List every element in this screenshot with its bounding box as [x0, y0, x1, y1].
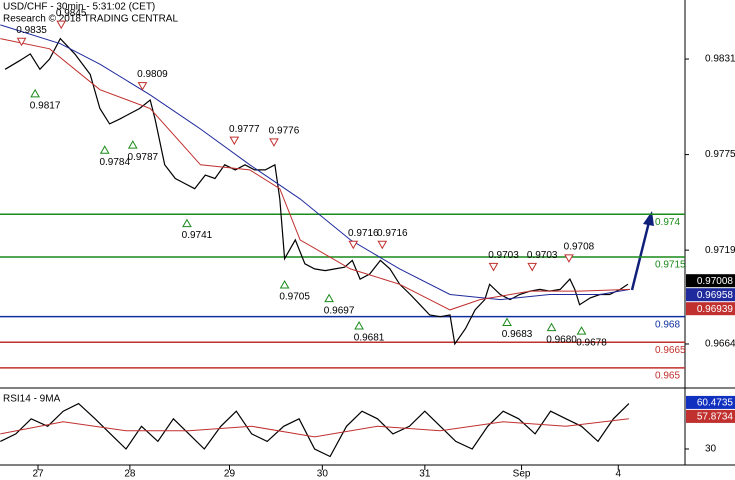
level-label: 0.9715	[655, 260, 686, 271]
value-tag	[686, 409, 735, 423]
pivot-marker	[576, 326, 587, 335]
level-label: 0.965	[655, 371, 680, 382]
value-tag-label: 60.4735	[697, 398, 734, 409]
pivot-label: 0.9784	[99, 157, 130, 168]
pivot-marker	[182, 218, 192, 228]
x-tick-label: 31	[419, 469, 431, 480]
x-tick-label: 30	[317, 469, 329, 480]
pivot-label: 0.9845	[56, 8, 87, 19]
pivot-marker	[488, 262, 499, 272]
value-tag	[686, 274, 735, 288]
pivot-label: 0.9703	[488, 250, 519, 261]
pivot-label: 0.9776	[269, 126, 300, 137]
y-tick-label: 0.9719	[705, 245, 735, 256]
value-tag-label: 0.96958	[697, 290, 734, 301]
pivot-label: 0.9716	[377, 228, 408, 239]
x-tick-label: Sep	[513, 469, 531, 480]
level-label: 0.9665	[655, 345, 686, 356]
series-line	[0, 402, 630, 458]
y-tick-label: 0.9775	[705, 149, 735, 160]
chart-subtitle: Research © 2018 TRADING CENTRAL	[3, 14, 178, 25]
chart-title: USD/CHF - 30min - 5:31:02 (CET)	[3, 2, 155, 13]
series-line	[0, 38, 630, 311]
pivot-label: 0.9703	[527, 250, 558, 261]
x-tick-label: 27	[32, 469, 44, 480]
level-label: 0.974	[655, 217, 680, 228]
level-label: 0.968	[655, 319, 680, 330]
x-tick-label: 28	[124, 469, 136, 480]
pivot-marker	[527, 262, 538, 272]
pivot-marker	[348, 240, 359, 250]
series-line	[0, 24, 630, 301]
forecast-arrow	[630, 221, 651, 291]
pivot-marker	[354, 320, 364, 330]
series-line	[0, 418, 629, 438]
value-tag	[686, 288, 735, 302]
pivot-label: 0.9678	[576, 338, 607, 349]
value-tag	[686, 395, 735, 409]
y-tick-label: 30	[705, 444, 717, 455]
y-tick-label: 0.9831	[705, 54, 735, 65]
pivot-marker	[502, 317, 512, 327]
pivot-marker	[377, 240, 388, 250]
pivot-marker	[324, 293, 334, 303]
x-tick-label: 4	[615, 469, 621, 480]
pivot-marker	[16, 37, 27, 47]
pivot-marker	[229, 136, 240, 146]
value-tag-label: 0.96939	[697, 304, 734, 315]
pivot-label: 0.9708	[564, 242, 595, 253]
pivot-label: 0.9681	[354, 333, 385, 344]
pivot-label: 0.9683	[502, 329, 533, 340]
pivot-marker	[137, 82, 148, 91]
pivot-label: 0.9787	[127, 152, 158, 163]
pivot-marker	[56, 20, 67, 30]
pivot-marker	[546, 322, 557, 332]
pivot-label: 0.9835	[16, 25, 47, 36]
pivot-label: 0.9809	[137, 69, 168, 80]
pivot-marker	[564, 254, 574, 263]
pivot-label: 0.9716	[348, 228, 379, 239]
pivot-label: 0.9697	[324, 305, 355, 316]
pivot-marker	[30, 88, 40, 98]
pivot-label: 0.9777	[229, 124, 260, 135]
value-tag-label: 57.8734	[697, 412, 734, 423]
pivot-marker	[269, 138, 279, 147]
pivot-marker	[127, 140, 138, 149]
pivot-marker	[99, 145, 110, 154]
y-tick-label: 0.9664	[705, 339, 735, 350]
pivot-label: 0.9705	[279, 292, 310, 303]
value-tag-label: 0.97008	[697, 276, 734, 287]
pivot-label: 0.9680	[546, 334, 577, 345]
pivot-label: 0.9817	[30, 101, 61, 112]
x-tick-label: 29	[224, 469, 236, 480]
pivot-label: 0.9741	[182, 230, 213, 241]
rsi-title: RSI14 - 9MA	[3, 394, 61, 405]
pivot-marker	[279, 280, 290, 289]
value-tag	[686, 302, 735, 316]
